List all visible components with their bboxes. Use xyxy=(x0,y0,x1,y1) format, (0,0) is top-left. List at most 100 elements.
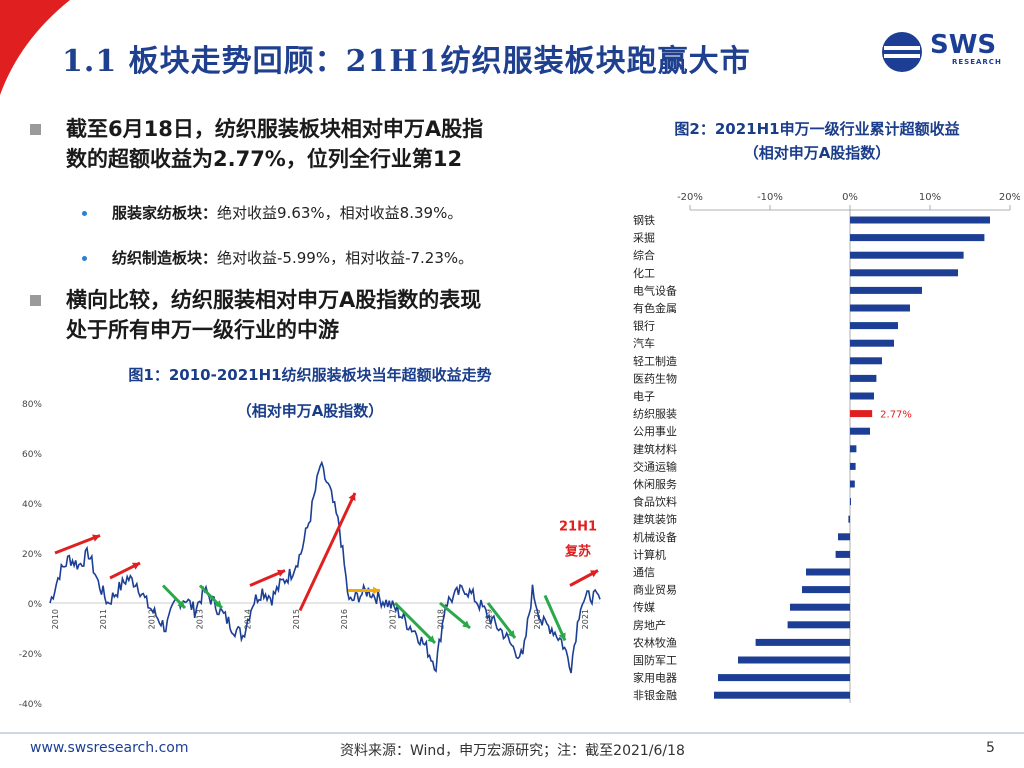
x-tick-label: 2013 xyxy=(196,609,205,629)
trend-arrow-head xyxy=(348,493,356,501)
bullet-square-icon xyxy=(30,295,41,306)
logo-text: SWS xyxy=(930,30,997,60)
y-tick-label: 20% xyxy=(22,550,42,560)
bullet-square-icon xyxy=(30,124,41,135)
bar-轻工制造 xyxy=(850,357,882,365)
category-label: 家用电器 xyxy=(633,671,677,685)
trend-arrow-head xyxy=(590,570,598,578)
trend-arrow-head xyxy=(132,562,140,570)
bar-交通运输 xyxy=(850,462,856,470)
category-label: 纺织服装 xyxy=(633,407,677,421)
category-label: 有色金属 xyxy=(633,301,677,315)
bar-汽车 xyxy=(850,339,894,347)
trend-arrow-head xyxy=(462,620,470,628)
category-label: 商业贸易 xyxy=(633,583,677,597)
y-tick-label: 80% xyxy=(22,400,42,410)
sub-bullet-dot-icon xyxy=(82,256,87,261)
x-tick-label: 10% xyxy=(919,192,941,203)
bar-建筑装饰 xyxy=(848,515,850,523)
trend-arrow-head xyxy=(372,586,380,595)
bar-化工 xyxy=(850,269,958,277)
x-tick-label: 2017 xyxy=(388,609,397,629)
category-label: 休闲服务 xyxy=(633,477,677,491)
category-label: 非银金融 xyxy=(633,688,677,702)
bar-商业贸易 xyxy=(802,586,850,594)
x-tick-label: 20% xyxy=(999,192,1020,203)
category-label: 电子 xyxy=(633,390,655,403)
footer-source: 资料来源：Wind，申万宏源研究；注：截至2021/6/18 xyxy=(340,743,685,759)
x-tick-label: -10% xyxy=(757,192,783,203)
sub-bullet-1-text: 绝对收益9.63%，相对收益8.39%。 xyxy=(217,204,463,222)
x-tick-label: 2020 xyxy=(533,609,542,629)
bar-通信 xyxy=(806,568,850,576)
footer-divider xyxy=(0,732,1024,734)
corner-decoration xyxy=(0,0,70,95)
trend-arrow xyxy=(54,534,101,555)
category-label: 综合 xyxy=(633,248,655,262)
bar-非银金融 xyxy=(714,691,850,699)
bar-电子 xyxy=(850,392,874,400)
bar-机械设备 xyxy=(838,533,850,541)
page-title: 1.1 板块走势回顾：21H1纺织服装板块跑赢大市 xyxy=(62,44,751,79)
bar-建筑材料 xyxy=(850,445,857,453)
bar-银行 xyxy=(850,322,898,330)
trend-arrow-head xyxy=(277,569,285,577)
x-tick-label: 2018 xyxy=(436,609,445,629)
category-label: 钢铁 xyxy=(633,214,655,227)
bar-综合 xyxy=(850,251,964,259)
fig2-caption-line1: 图2：2021H1申万一级行业累计超额收益 xyxy=(674,120,960,138)
bar-家用电器 xyxy=(718,674,850,682)
bar-休闲服务 xyxy=(850,480,855,488)
x-tick-label: 2011 xyxy=(99,609,108,629)
bar-医药生物 xyxy=(850,374,877,382)
series-line-纺织服装超额收益 xyxy=(49,460,601,674)
footer-url[interactable]: www.swsresearch.com xyxy=(30,740,189,756)
bullet-2-line2: 处于所有申万一级行业的中游 xyxy=(66,318,339,342)
y-tick-label: 40% xyxy=(22,500,42,510)
y-tick-label: 60% xyxy=(22,450,42,460)
highlight-value-label: 2.77% xyxy=(880,410,912,421)
x-tick-label: 2015 xyxy=(292,609,301,629)
bar-计算机 xyxy=(835,550,850,558)
x-tick-label: 2012 xyxy=(147,609,156,629)
bar-有色金属 xyxy=(850,304,910,312)
bar-食品饮料 xyxy=(850,498,851,506)
bullet-1-line2: 数的超额收益为2.77%，位列全行业第12 xyxy=(66,147,463,171)
bar-公用事业 xyxy=(850,427,870,435)
sub-bullet-1: 服装家纺板块：绝对收益9.63%，相对收益8.39%。 xyxy=(112,202,462,223)
bar-纺织服装 xyxy=(850,410,873,418)
bar-房地产 xyxy=(787,621,850,629)
sub-bullet-1-label: 服装家纺板块： xyxy=(112,204,218,222)
bullet-2: 横向比较，纺织服装相对申万A股指数的表现 处于所有申万一级行业的中游 xyxy=(66,285,481,345)
category-label: 电气设备 xyxy=(633,283,677,297)
bullet-1-line1: 截至6月18日，纺织服装板块相对申万A股指 xyxy=(66,117,484,141)
logo-subtext: RESEARCH xyxy=(952,58,1002,66)
sws-logo-icon xyxy=(882,32,922,72)
industry-excess-return-bar-chart: -20% -10% 0% 10% 20% 钢铁采掘综合化工电气设备有色金属银行汽车轻工制造… xyxy=(633,192,1020,703)
fig1-caption-line2: （相对申万A股指数） xyxy=(236,402,384,420)
bullet-2-line1: 横向比较，纺织服装相对申万A股指数的表现 xyxy=(66,288,482,312)
page-number: 5 xyxy=(986,740,995,756)
trend-arrow xyxy=(393,601,437,645)
x-tick-label: 2016 xyxy=(340,609,349,629)
excess-return-line-chart: 80% 60% 40% 20% 0% -20% -40% 2010 2011 2012 2013 20… xyxy=(19,400,601,710)
y-tick-label: 0% xyxy=(28,600,43,610)
sub-bullet-2-text: 绝对收益-5.99%，相对收益-7.23%。 xyxy=(217,249,474,267)
fig2-caption-line2: （相对申万A股指数） xyxy=(743,144,891,162)
trend-arrow-head xyxy=(507,630,515,638)
x-tick-label: -20% xyxy=(677,192,703,203)
category-label: 轻工制造 xyxy=(633,354,677,368)
category-label: 通信 xyxy=(633,566,655,579)
trend-arrow-head xyxy=(92,534,100,542)
x-tick-label: 2021 xyxy=(581,609,590,629)
category-label: 农林牧渔 xyxy=(633,635,677,649)
bar-钢铁 xyxy=(850,216,990,224)
trend-arrow-head xyxy=(214,600,222,608)
category-label: 食品饮料 xyxy=(633,495,677,509)
trend-arrow-head xyxy=(177,600,185,608)
trend-arrow-head xyxy=(558,632,566,641)
category-label: 汽车 xyxy=(633,336,655,350)
category-label: 计算机 xyxy=(633,547,666,561)
bullet-1: 截至6月18日，纺织服装板块相对申万A股指 数的超额收益为2.77%，位列全行业… xyxy=(66,114,483,174)
bar-传媒 xyxy=(790,603,850,611)
